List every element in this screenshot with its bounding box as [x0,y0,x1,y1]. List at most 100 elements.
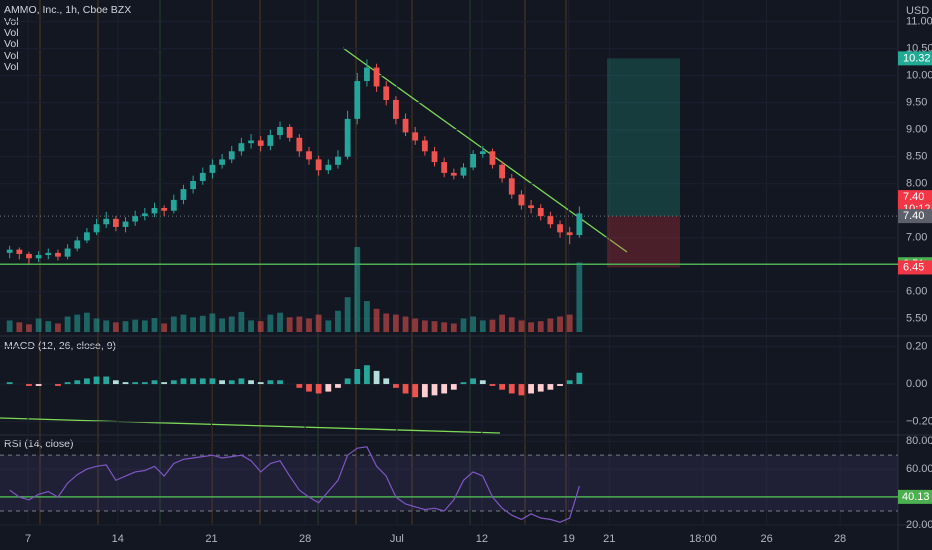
volume-bar [84,312,90,332]
volume-bar [518,320,525,332]
candle-body [364,67,370,82]
volume-bar [344,297,351,332]
candle-body [392,99,399,119]
price-marker-label: 7.40 [903,191,924,203]
candle-body [45,252,52,256]
x-tick-label: 14 [112,533,124,545]
macd-bar [238,378,245,385]
macd-bar [470,378,477,385]
volume-bar [6,320,13,332]
volume-bar [55,323,61,332]
volume-bar [402,316,409,332]
x-tick-label: 7 [25,533,31,545]
volume-bar [45,321,52,332]
macd-bar [547,384,554,390]
x-tick-label: Jul [390,533,404,545]
candle-body [450,172,457,176]
y-tick-label: 5.50 [906,313,927,325]
candle-body [557,224,563,233]
candle-body [489,151,496,165]
macd-bar [257,382,264,385]
candle-body [141,213,148,217]
candle-body [470,153,477,168]
macd-bar [35,384,42,386]
macd-title: MACD (12, 26, close, 9) [4,340,116,352]
y-tick-label: 9.00 [906,124,927,136]
macd-bar [373,370,380,385]
candle-body [267,135,274,146]
macd-bar [170,380,177,385]
volume-bar [64,316,71,332]
candle-body [460,167,467,176]
volume-bar [112,322,119,332]
candle-body [537,208,544,217]
y-tick-label: −0.20 [906,416,932,428]
price-marker-label: 6.45 [903,261,924,273]
volume-bar [132,319,139,332]
indicator-label: Vol [4,38,19,50]
candle-body [257,140,264,146]
candle-body [64,248,71,257]
candle-body [421,140,428,152]
volume-bar [335,310,341,332]
x-tick-label: 21 [205,533,217,545]
x-tick-label: 18:00 [689,533,717,545]
candle-body [161,208,168,211]
candle-body [373,67,380,87]
volume-bar [441,322,448,332]
volume-bar [93,318,100,332]
volume-bar [199,315,206,332]
macd-bar [557,384,563,386]
symbol-title: AMMO, Inc., 1h, Cboe BZX [4,4,131,16]
macd-bar [6,382,13,385]
macd-bar [161,382,168,385]
candle-body [344,118,351,157]
volume-bar [547,318,554,332]
volume-bar [479,320,486,332]
volume-bar [566,314,573,332]
candle-body [277,126,283,136]
candle-body [16,249,23,254]
candle-body [180,189,187,200]
macd-bar [354,369,361,385]
volume-bar [35,318,42,332]
volume-bar [161,323,168,332]
volume-bar [431,321,438,332]
macd-bar [190,378,197,385]
macd-bar [267,380,274,385]
trend-line [0,417,501,434]
candle-body [508,178,515,195]
rsi-title: RSI (14, close) [4,438,73,450]
macd-bar [576,372,583,385]
macd-bar [122,382,129,385]
candle-body [74,240,81,249]
macd-bar [518,384,525,396]
volume-bar [392,314,399,332]
y-tick-label: 6.00 [906,286,927,298]
x-tick-label: 12 [476,533,488,545]
volume-bar [470,316,477,332]
macd-bar [421,384,428,398]
macd-bar [499,384,506,390]
volume-bar [180,314,187,332]
macd-bar [306,384,312,392]
candle-body [402,118,409,133]
candle-body [528,205,534,209]
candle-body [35,255,42,259]
macd-bar [392,384,399,388]
volume-bar [315,314,322,332]
y-tick-label: 8.50 [906,151,927,163]
candle-body [93,224,100,233]
price-marker-box [898,209,932,224]
x-tick-label: 28 [834,533,846,545]
candle-body [441,162,448,173]
y-tick-label: 10.00 [906,70,932,82]
rsi-level-label-box [898,489,932,504]
macd-bar [219,380,225,385]
macd-bar [132,382,139,385]
macd-bar [112,380,119,385]
candle-body [238,143,245,152]
price-marker-label: 7.40 [903,210,924,222]
macd-bar [412,384,419,398]
volume-bar [267,314,274,332]
